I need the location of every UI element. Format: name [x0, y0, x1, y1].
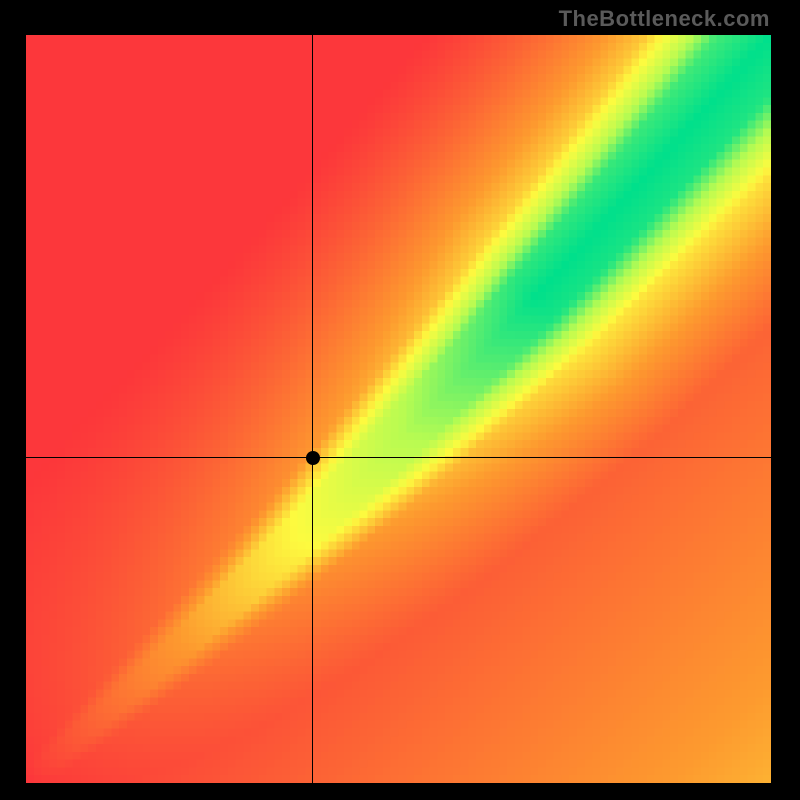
crosshair-marker	[306, 451, 320, 465]
watermark-text: TheBottleneck.com	[559, 6, 770, 32]
heatmap-canvas	[26, 35, 771, 783]
crosshair-horizontal	[26, 457, 771, 458]
plot-frame	[24, 33, 769, 781]
crosshair-vertical	[312, 35, 313, 783]
